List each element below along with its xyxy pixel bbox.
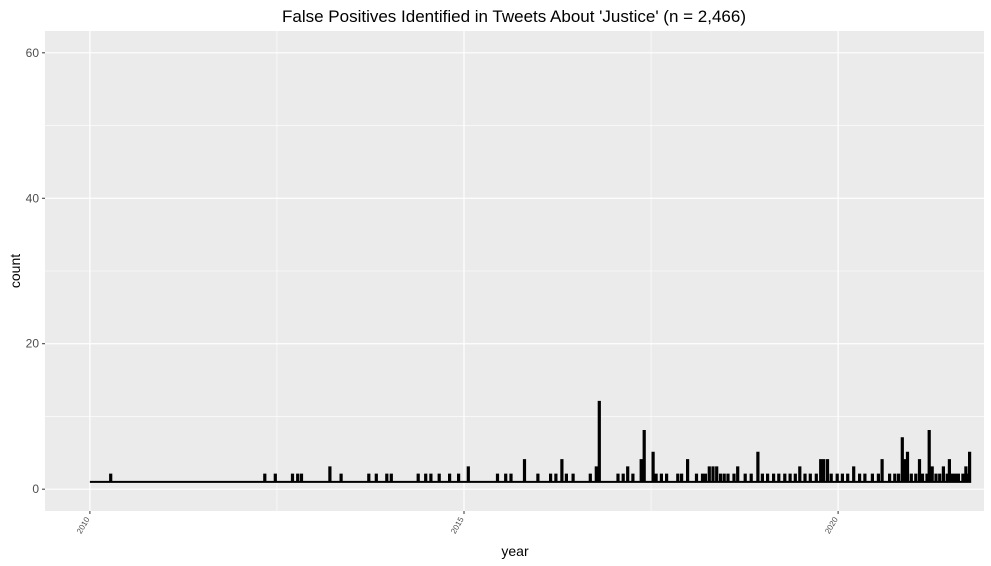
x-axis-title: year xyxy=(501,543,529,559)
major-grid xyxy=(45,31,984,511)
y-tick-label: 40 xyxy=(26,191,40,205)
y-tick-label: 20 xyxy=(26,337,40,351)
series-line xyxy=(89,400,972,483)
y-tick-label: 60 xyxy=(26,46,40,60)
minor-grid xyxy=(45,31,984,511)
y-axis-title: count xyxy=(7,254,23,288)
y-axis-ticks: 0 20 40 60 xyxy=(26,46,45,496)
y-tick-label: 0 xyxy=(32,482,39,496)
chart-title: False Positives Identified in Tweets Abo… xyxy=(282,7,746,26)
